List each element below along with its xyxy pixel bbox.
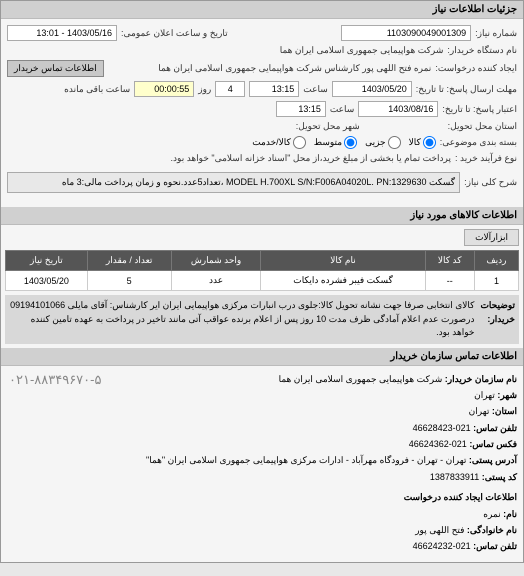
- cell-code: --: [425, 271, 474, 291]
- goods-tab[interactable]: ابزارآلات: [464, 229, 519, 246]
- radio-motevaset[interactable]: متوسط: [314, 136, 357, 149]
- cell-name: گسکت فیبر فشرده دایکات: [261, 271, 425, 291]
- fax-label: فکس تماس:: [469, 439, 517, 449]
- buyer-contact-button[interactable]: اطلاعات تماس خریدار: [7, 60, 104, 77]
- remaining-label: ساعت باقی مانده: [64, 84, 130, 95]
- col-unit: واحد شمارش: [171, 251, 261, 271]
- province-value: تهران: [469, 406, 490, 416]
- notes-label: توضیحات خریدار:: [480, 299, 515, 340]
- process-text: پرداخت تمام یا بخشی از مبلغ خرید،از محل …: [171, 153, 451, 164]
- postal-code-value: 1387833911: [430, 472, 479, 482]
- col-qty: تعداد / مقدار: [87, 251, 171, 271]
- validity-time-field: 13:15: [276, 101, 326, 117]
- org-name-label: نام سازمان خریدار:: [445, 374, 517, 384]
- postal-addr-value: تهران - تهران - فرودگاه مهرآباد - ادارات…: [146, 455, 466, 465]
- desc-key-box: گسکت MODEL H.700XL S/N:F006A04020L. PN:1…: [7, 172, 460, 193]
- validity-label: اعتبار پاسخ: تا تاریخ:: [442, 104, 517, 115]
- cell-qty: 5: [87, 271, 171, 291]
- big-phone: ۰۲۱-۸۸۳۴۹۶۷۰-۵: [9, 370, 101, 391]
- name-label: نام:: [503, 509, 517, 519]
- cell-date: 1403/05/20: [6, 271, 88, 291]
- creator-phone-value: 021-46624232: [413, 541, 471, 551]
- main-header: جزئیات اطلاعات نیاز: [1, 1, 523, 19]
- phone-label: تلفن تماس:: [473, 423, 517, 433]
- time-label-1: ساعت: [303, 84, 328, 95]
- delivery-city-label: شهر محل تحویل:: [296, 121, 360, 132]
- radio-kala-khedmat-input[interactable]: [293, 136, 306, 149]
- radio-kala-input[interactable]: [423, 136, 436, 149]
- remaining-time-field: 00:00:55: [134, 81, 194, 97]
- cell-row: 1: [474, 271, 518, 291]
- packaging-radio-group: کالا جزیی متوسط کالا/خدمت: [252, 136, 436, 149]
- datetime-field: 1403/05/16 - 13:01: [7, 25, 117, 41]
- creator-phone-label: تلفن تماس:: [473, 541, 517, 551]
- postal-addr-label: آدرس پستی:: [469, 455, 517, 465]
- province-label: استان:: [492, 406, 517, 416]
- radio-kala[interactable]: کالا: [409, 136, 436, 149]
- postal-code-label: کد پستی:: [482, 472, 517, 482]
- buyer-org-value: شرکت هواپیمایی جمهوری اسلامی ایران هما: [280, 45, 444, 56]
- family-value: فتح اللهی پور: [415, 525, 464, 535]
- notes-text: کالای انتخابی صرفا جهت نشانه تحویل کالا:…: [9, 299, 474, 340]
- phone-value: 021-46628423: [413, 423, 471, 433]
- buyer-org-label: نام دستگاه خریدار:: [447, 45, 517, 56]
- name-value: نمره: [483, 509, 500, 519]
- radio-jozi-input[interactable]: [388, 136, 401, 149]
- delivery-status-label: استان محل تحویل:: [448, 121, 517, 132]
- number-field: 1103090049001309: [341, 25, 471, 41]
- time-label-2: ساعت: [330, 104, 355, 115]
- city-value: تهران: [474, 390, 495, 400]
- col-date: تاریخ نیاز: [6, 251, 88, 271]
- col-code: کد کالا: [425, 251, 474, 271]
- col-name: نام کالا: [261, 251, 425, 271]
- table-row: 1 -- گسکت فیبر فشرده دایکات عدد 5 1403/0…: [6, 271, 519, 291]
- org-name-value: شرکت هواپیمایی جمهوری اسلامی ایران هما: [279, 374, 443, 384]
- deadline-label: مهلت ارسال پاسخ: تا تاریخ:: [416, 84, 517, 95]
- goods-table: ردیف کد کالا نام کالا واحد شمارش تعداد /…: [5, 250, 519, 291]
- datetime-label: تاریخ و ساعت اعلان عمومی:: [121, 28, 228, 39]
- creator-section-label: اطلاعات ایجاد کننده درخواست: [404, 492, 517, 502]
- validity-date-field: 1403/08/16: [358, 101, 438, 117]
- packaging-label: بسته بندی موضوعی:: [440, 137, 517, 148]
- col-row: ردیف: [474, 251, 518, 271]
- fax-value: 021-46624362: [409, 439, 467, 449]
- radio-kala-khedmat[interactable]: کالا/خدمت: [252, 136, 306, 149]
- family-label: نام خانوادگی:: [467, 525, 517, 535]
- process-label: نوع فرآیند خرید :: [455, 153, 517, 164]
- goods-header: اطلاعات کالاهای مورد نیاز: [1, 207, 523, 225]
- desc-key-label: شرح کلی نیاز:: [464, 177, 517, 188]
- requester-value: نمره فتح اللهی پور کارشناس شرکت هواپیمای…: [108, 63, 432, 74]
- day-label: روز: [198, 84, 211, 95]
- remaining-days-field: 4: [215, 81, 245, 97]
- radio-motevaset-input[interactable]: [344, 136, 357, 149]
- number-label: شماره نیاز:: [475, 28, 517, 39]
- cell-unit: عدد: [171, 271, 261, 291]
- deadline-date-field: 1403/05/20: [332, 81, 412, 97]
- deadline-time-field: 13:15: [249, 81, 299, 97]
- contact-header: اطلاعات تماس سازمان خریدار: [1, 348, 523, 366]
- requester-label: ایجاد کننده درخواست:: [435, 63, 517, 74]
- radio-jozi[interactable]: جزیی: [365, 136, 401, 149]
- city-label: شهر:: [497, 390, 517, 400]
